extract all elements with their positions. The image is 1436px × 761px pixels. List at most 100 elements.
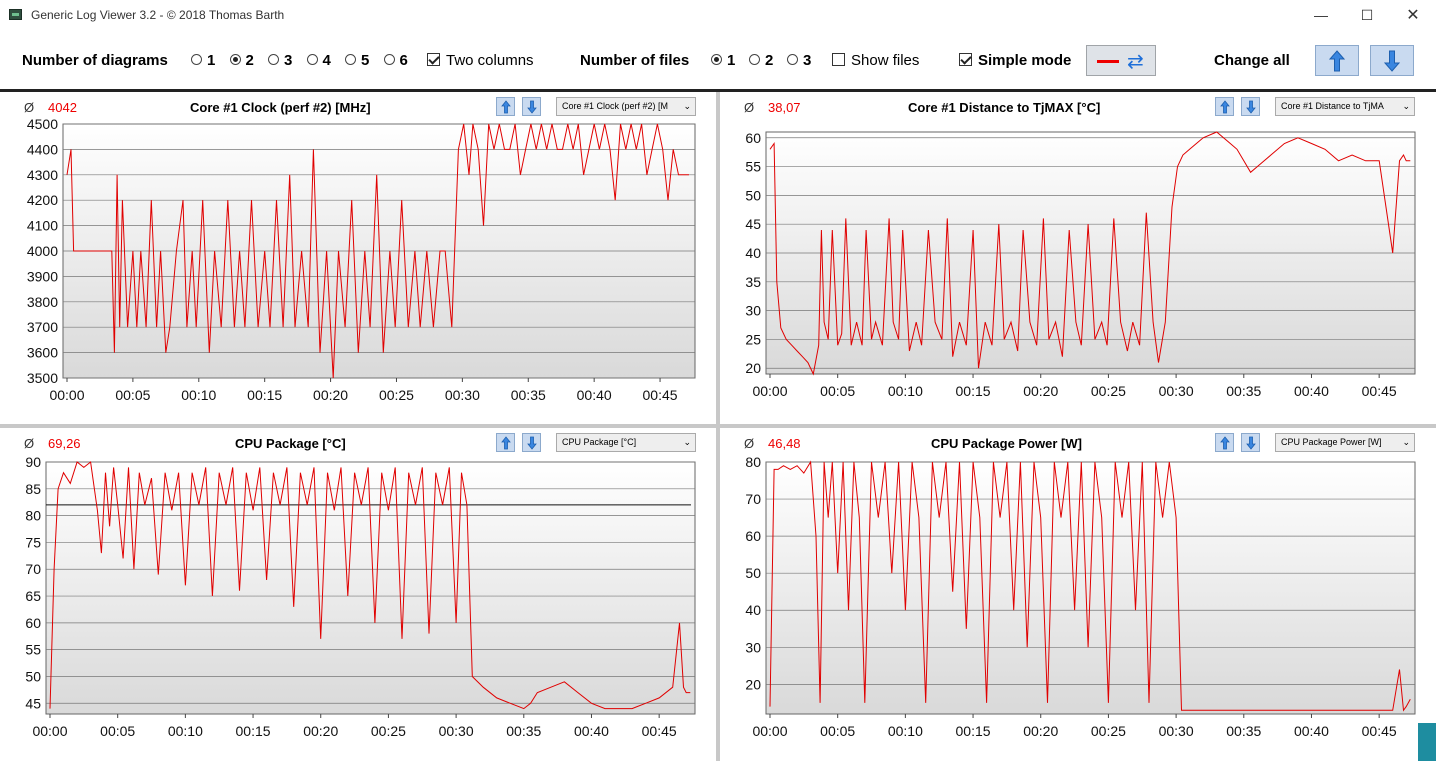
diagrams-radio-1[interactable]: 1 <box>191 52 215 69</box>
sensor-select[interactable]: CPU Package [°C] ⌄ <box>556 433 696 452</box>
x-tick-label: 00:35 <box>1226 383 1261 399</box>
x-tick-label: 00:00 <box>32 723 67 739</box>
average-value: 46,48 <box>768 436 801 451</box>
arrow-up-icon <box>1220 100 1230 114</box>
y-tick-label: 55 <box>25 642 41 658</box>
maximize-button[interactable]: ☐ <box>1360 7 1374 23</box>
x-tick-label: 00:25 <box>1091 723 1126 739</box>
y-tick-label: 80 <box>25 508 41 524</box>
sensor-select-value: CPU Package [°C] <box>562 437 637 447</box>
radio-unselected-icon <box>749 54 760 65</box>
move-up-button[interactable] <box>496 97 515 116</box>
y-tick-label: 45 <box>745 216 761 232</box>
y-tick-label: 85 <box>25 481 41 497</box>
x-tick-label: 00:10 <box>181 387 216 403</box>
files-radio-1[interactable]: 1 <box>711 52 735 69</box>
sensor-select[interactable]: CPU Package Power [W] ⌄ <box>1275 433 1415 452</box>
radio-selected-icon <box>711 54 722 65</box>
show-files-label: Show files <box>851 52 920 69</box>
move-down-button[interactable] <box>1241 433 1260 452</box>
x-tick-label: 00:10 <box>168 723 203 739</box>
radio-unselected-icon <box>191 54 202 65</box>
diagrams-radio-2[interactable]: 2 <box>229 52 254 69</box>
diagrams-radio-4[interactable]: 4 <box>306 52 331 69</box>
x-tick-label: 00:00 <box>49 387 84 403</box>
x-tick-label: 00:45 <box>1362 383 1397 399</box>
y-tick-label: 30 <box>745 303 761 319</box>
files-radio-label: 3 <box>803 52 812 69</box>
files-label: Number of files <box>580 52 690 69</box>
arrow-down-icon <box>1246 436 1256 450</box>
x-tick-label: 00:45 <box>642 723 677 739</box>
x-tick-label: 00:40 <box>574 723 609 739</box>
x-tick-label: 00:40 <box>1294 383 1329 399</box>
x-tick-label: 00:25 <box>371 723 406 739</box>
sensor-select[interactable]: Core #1 Distance to TjMA ⌄ <box>1275 97 1415 116</box>
x-tick-label: 00:40 <box>1294 723 1329 739</box>
diagrams-radio-6[interactable]: 6 <box>383 52 408 69</box>
toolbar-divider <box>0 89 1436 92</box>
move-up-button[interactable] <box>496 433 515 452</box>
minimize-button[interactable]: — <box>1314 7 1328 23</box>
average-value: 4042 <box>48 100 77 115</box>
arrow-down-icon <box>527 436 537 450</box>
radio-selected-icon <box>229 54 241 65</box>
diagrams-radio-label: 3 <box>284 52 293 69</box>
y-tick-label: 4200 <box>27 192 58 208</box>
move-down-button[interactable] <box>522 433 541 452</box>
y-tick-label: 50 <box>745 187 761 203</box>
x-tick-label: 00:20 <box>303 723 338 739</box>
x-tick-label: 00:20 <box>1023 723 1058 739</box>
chevron-down-icon: ⌄ <box>1402 437 1410 447</box>
x-tick-label: 00:15 <box>236 723 271 739</box>
simple-mode-label: Simple mode <box>978 52 1072 69</box>
y-tick-label: 90 <box>25 454 41 470</box>
close-button[interactable]: ✕ <box>1406 7 1420 24</box>
show-files-checkbox[interactable]: Show files <box>832 52 919 69</box>
diagrams-radio-5[interactable]: 5 <box>345 52 369 69</box>
x-tick-label: 00:30 <box>439 723 474 739</box>
y-tick-label: 75 <box>25 534 41 550</box>
x-tick-label: 00:35 <box>511 387 546 403</box>
diagram-title: Core #1 Distance to TjMAX [°C] <box>908 100 1101 115</box>
x-tick-label: 00:15 <box>956 723 991 739</box>
two-columns-checkbox[interactable]: Two columns <box>427 52 534 69</box>
two-columns-label: Two columns <box>446 52 534 69</box>
y-tick-label: 70 <box>25 561 41 577</box>
move-down-all-button[interactable] <box>1370 45 1414 76</box>
diagram-title: CPU Package Power [W] <box>931 436 1082 451</box>
plot-area <box>45 461 696 715</box>
chart: 3500 3600 3700 3800 3900 4000 4100 4200 4300 4400… <box>27 116 696 403</box>
average-symbol: Ø <box>744 436 755 451</box>
x-tick-label: 00:05 <box>820 723 855 739</box>
y-tick-label: 55 <box>745 159 761 175</box>
arrow-up-icon <box>501 436 511 450</box>
y-tick-label: 35 <box>745 274 761 290</box>
sensor-select-value: Core #1 Distance to TjMA <box>1281 101 1384 111</box>
move-up-all-button[interactable] <box>1315 45 1359 76</box>
y-tick-label: 60 <box>745 130 761 146</box>
move-down-button[interactable] <box>1241 97 1260 116</box>
simple-mode-checkbox[interactable]: Simple mode <box>959 52 1071 69</box>
move-down-button[interactable] <box>522 97 541 116</box>
window-title: Generic Log Viewer 3.2 - © 2018 Thomas B… <box>31 8 285 22</box>
files-radio-3[interactable]: 3 <box>787 52 811 69</box>
move-up-button[interactable] <box>1215 97 1234 116</box>
series-line <box>769 460 1411 712</box>
y-tick-label: 20 <box>745 360 761 376</box>
sensor-select-value: Core #1 Clock (perf #2) [M <box>562 101 669 111</box>
y-tick-label: 4300 <box>27 167 58 183</box>
x-tick-label: 00:20 <box>1023 383 1058 399</box>
files-radio-2[interactable]: 2 <box>749 52 773 69</box>
line-style-button[interactable]: ⇄ <box>1086 45 1156 76</box>
y-tick-label: 40 <box>745 245 761 261</box>
y-tick-label: 50 <box>25 668 41 684</box>
diagrams-radio-3[interactable]: 3 <box>268 52 292 69</box>
diagram-panel-2: Ø 38,07 Core #1 Distance to TjMAX [°C] Core… <box>720 92 1436 424</box>
arrow-down-icon <box>527 100 537 114</box>
chart: 20 25 30 35 40 45 50 55 60 00:00 00:05 00:10 00:15 00… <box>745 130 1416 399</box>
radio-unselected-icon <box>787 54 798 65</box>
x-tick-label: 00:45 <box>1362 723 1397 739</box>
sensor-select[interactable]: Core #1 Clock (perf #2) [M ⌄ <box>556 97 696 116</box>
move-up-button[interactable] <box>1215 433 1234 452</box>
